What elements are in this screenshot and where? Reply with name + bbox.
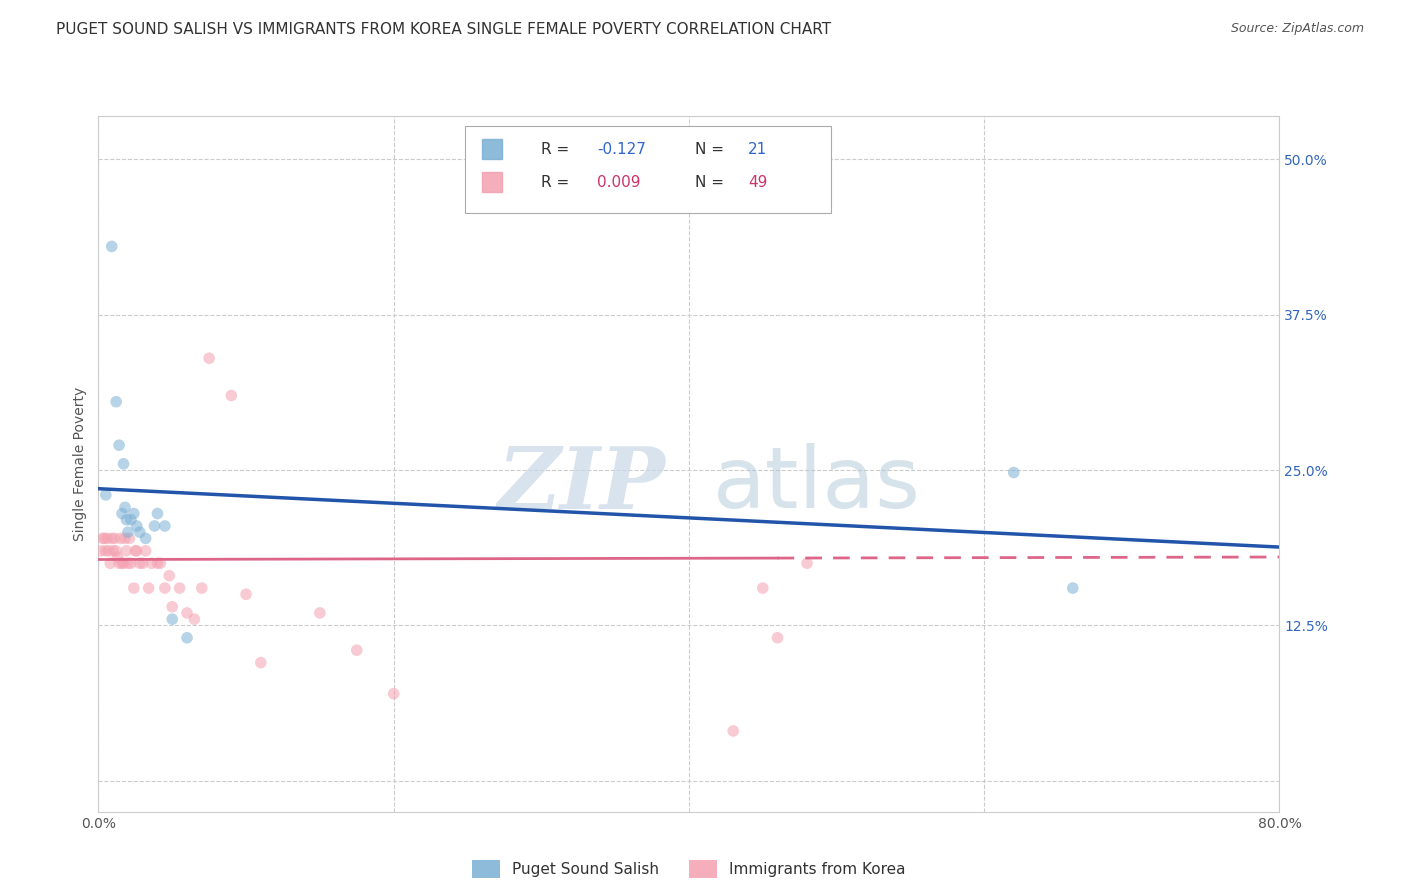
Point (219, 388, 242, 402)
Point (94, 488, 117, 502)
Text: atlas: atlas (713, 443, 921, 526)
Point (176, 631, 198, 645)
Point (100, 239, 122, 253)
Point (97, 544, 120, 558)
Point (128, 525, 150, 540)
Point (107, 549, 129, 564)
Point (1062, 581, 1084, 595)
Point (125, 519, 148, 533)
Point (120, 556, 142, 570)
Point (128, 556, 150, 570)
Point (162, 599, 183, 614)
Point (169, 581, 191, 595)
Text: R =: R = (541, 142, 575, 157)
FancyBboxPatch shape (464, 127, 831, 213)
Point (132, 556, 155, 570)
Point (118, 532, 141, 546)
Point (108, 438, 131, 452)
Point (138, 581, 160, 595)
Point (146, 556, 169, 570)
Point (100, 532, 122, 546)
Text: N =: N = (695, 175, 728, 190)
Text: PUGET SOUND SALISH VS IMMIGRANTS FROM KOREA SINGLE FEMALE POVERTY CORRELATION CH: PUGET SOUND SALISH VS IMMIGRANTS FROM KO… (56, 22, 831, 37)
Point (198, 351, 221, 366)
Text: 21: 21 (748, 142, 768, 157)
Point (103, 544, 125, 558)
Point (96, 532, 118, 546)
Legend: Puget Sound Salish, Immigrants from Korea: Puget Sound Salish, Immigrants from Kore… (465, 855, 912, 884)
Point (111, 507, 134, 521)
Point (112, 556, 135, 570)
Point (141, 556, 163, 570)
Point (135, 532, 157, 546)
Point (153, 519, 176, 533)
Text: 0.009: 0.009 (596, 175, 640, 190)
Point (382, 687, 405, 701)
Point (90, 544, 112, 558)
Point (115, 513, 138, 527)
Text: R =: R = (541, 175, 575, 190)
Point (117, 556, 139, 570)
Point (309, 606, 332, 620)
Point (115, 544, 138, 558)
Point (162, 612, 183, 626)
Point (125, 544, 148, 558)
Point (235, 587, 257, 601)
Point (153, 581, 176, 595)
Point (98, 556, 121, 570)
Point (135, 544, 157, 558)
Point (191, 581, 214, 595)
Point (183, 612, 205, 626)
Point (122, 581, 145, 595)
Point (110, 532, 132, 546)
Point (120, 513, 142, 527)
Point (250, 656, 273, 670)
Point (143, 519, 166, 533)
Point (93, 532, 115, 546)
Point (114, 500, 136, 515)
Point (122, 507, 145, 521)
Y-axis label: Single Female Poverty: Single Female Poverty (73, 387, 87, 541)
Point (721, 723, 744, 738)
Point (176, 606, 198, 620)
Point (111, 556, 134, 570)
Point (766, 631, 789, 645)
Point (91, 532, 114, 546)
Point (114, 532, 136, 546)
Point (117, 525, 139, 540)
Text: Source: ZipAtlas.com: Source: ZipAtlas.com (1230, 22, 1364, 36)
Text: N =: N = (695, 142, 728, 157)
Text: 49: 49 (748, 175, 768, 190)
Point (146, 507, 169, 521)
Point (1002, 466, 1025, 480)
Point (94, 544, 117, 558)
Point (105, 394, 128, 409)
Point (104, 532, 127, 546)
Point (751, 581, 773, 595)
Point (149, 556, 172, 570)
Text: -0.127: -0.127 (596, 142, 645, 157)
Point (157, 568, 180, 582)
Text: ZIP: ZIP (498, 443, 665, 526)
Point (108, 556, 131, 570)
Point (124, 544, 146, 558)
Point (346, 643, 368, 657)
Point (105, 544, 128, 558)
Point (112, 457, 135, 471)
Point (796, 556, 818, 570)
